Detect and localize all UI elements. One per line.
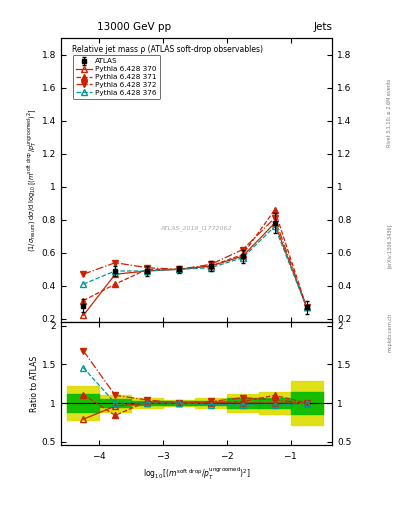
- Line: Pythia 6.428 371: Pythia 6.428 371: [81, 207, 309, 310]
- Pythia 6.428 372: [113, 260, 118, 266]
- Text: mcplots.cern.ch: mcplots.cern.ch: [387, 313, 392, 352]
- Pythia 6.428 370: [272, 220, 277, 226]
- Text: Rivet 3.1.10; ≥ 2.6M events: Rivet 3.1.10; ≥ 2.6M events: [387, 78, 392, 147]
- Pythia 6.428 372: [272, 215, 277, 221]
- Y-axis label: $(1/\sigma_\mathrm{resum})$ d$\sigma$/d $\log_{10}[(m^\mathrm{soft\ drop}/p_T^\m: $(1/\sigma_\mathrm{resum})$ d$\sigma$/d …: [26, 109, 39, 252]
- Pythia 6.428 371: [81, 297, 86, 304]
- X-axis label: $\log_{10}[(m^\mathrm{soft\ drop}/p_T^\mathrm{ungroomed})^2]$: $\log_{10}[(m^\mathrm{soft\ drop}/p_T^\m…: [143, 465, 250, 482]
- Pythia 6.428 370: [209, 263, 213, 269]
- Pythia 6.428 372: [145, 265, 149, 271]
- Text: [arXiv:1306.3436]: [arXiv:1306.3436]: [387, 224, 392, 268]
- Pythia 6.428 376: [113, 268, 118, 274]
- Legend: ATLAS, Pythia 6.428 370, Pythia 6.428 371, Pythia 6.428 372, Pythia 6.428 376: ATLAS, Pythia 6.428 370, Pythia 6.428 37…: [73, 55, 160, 99]
- Pythia 6.428 370: [241, 253, 245, 259]
- Pythia 6.428 370: [145, 268, 149, 274]
- Text: Relative jet mass ρ (ATLAS soft-drop observables): Relative jet mass ρ (ATLAS soft-drop obs…: [72, 46, 263, 54]
- Pythia 6.428 372: [209, 261, 213, 267]
- Y-axis label: Ratio to ATLAS: Ratio to ATLAS: [30, 356, 39, 412]
- Line: Pythia 6.428 372: Pythia 6.428 372: [81, 216, 309, 310]
- Pythia 6.428 372: [176, 266, 181, 272]
- Pythia 6.428 372: [304, 304, 309, 310]
- Line: Pythia 6.428 370: Pythia 6.428 370: [81, 220, 309, 318]
- Pythia 6.428 376: [81, 281, 86, 287]
- Line: Pythia 6.428 376: Pythia 6.428 376: [81, 224, 309, 310]
- Text: 13000 GeV pp: 13000 GeV pp: [97, 22, 171, 32]
- Pythia 6.428 371: [145, 266, 149, 272]
- Pythia 6.428 370: [113, 271, 118, 278]
- Text: ATLAS_2019_I1772062: ATLAS_2019_I1772062: [161, 226, 232, 231]
- Pythia 6.428 371: [241, 251, 245, 258]
- Pythia 6.428 370: [176, 266, 181, 272]
- Pythia 6.428 376: [272, 223, 277, 229]
- Pythia 6.428 372: [241, 246, 245, 252]
- Pythia 6.428 376: [304, 304, 309, 310]
- Pythia 6.428 371: [304, 304, 309, 310]
- Pythia 6.428 371: [272, 207, 277, 213]
- Text: Jets: Jets: [313, 22, 332, 32]
- Pythia 6.428 376: [241, 254, 245, 261]
- Pythia 6.428 371: [113, 281, 118, 287]
- Pythia 6.428 376: [209, 265, 213, 271]
- Pythia 6.428 376: [145, 268, 149, 274]
- Pythia 6.428 370: [304, 304, 309, 310]
- Pythia 6.428 372: [81, 271, 86, 278]
- Pythia 6.428 376: [176, 266, 181, 272]
- Pythia 6.428 370: [81, 312, 86, 318]
- Pythia 6.428 371: [209, 263, 213, 269]
- Pythia 6.428 371: [176, 266, 181, 272]
